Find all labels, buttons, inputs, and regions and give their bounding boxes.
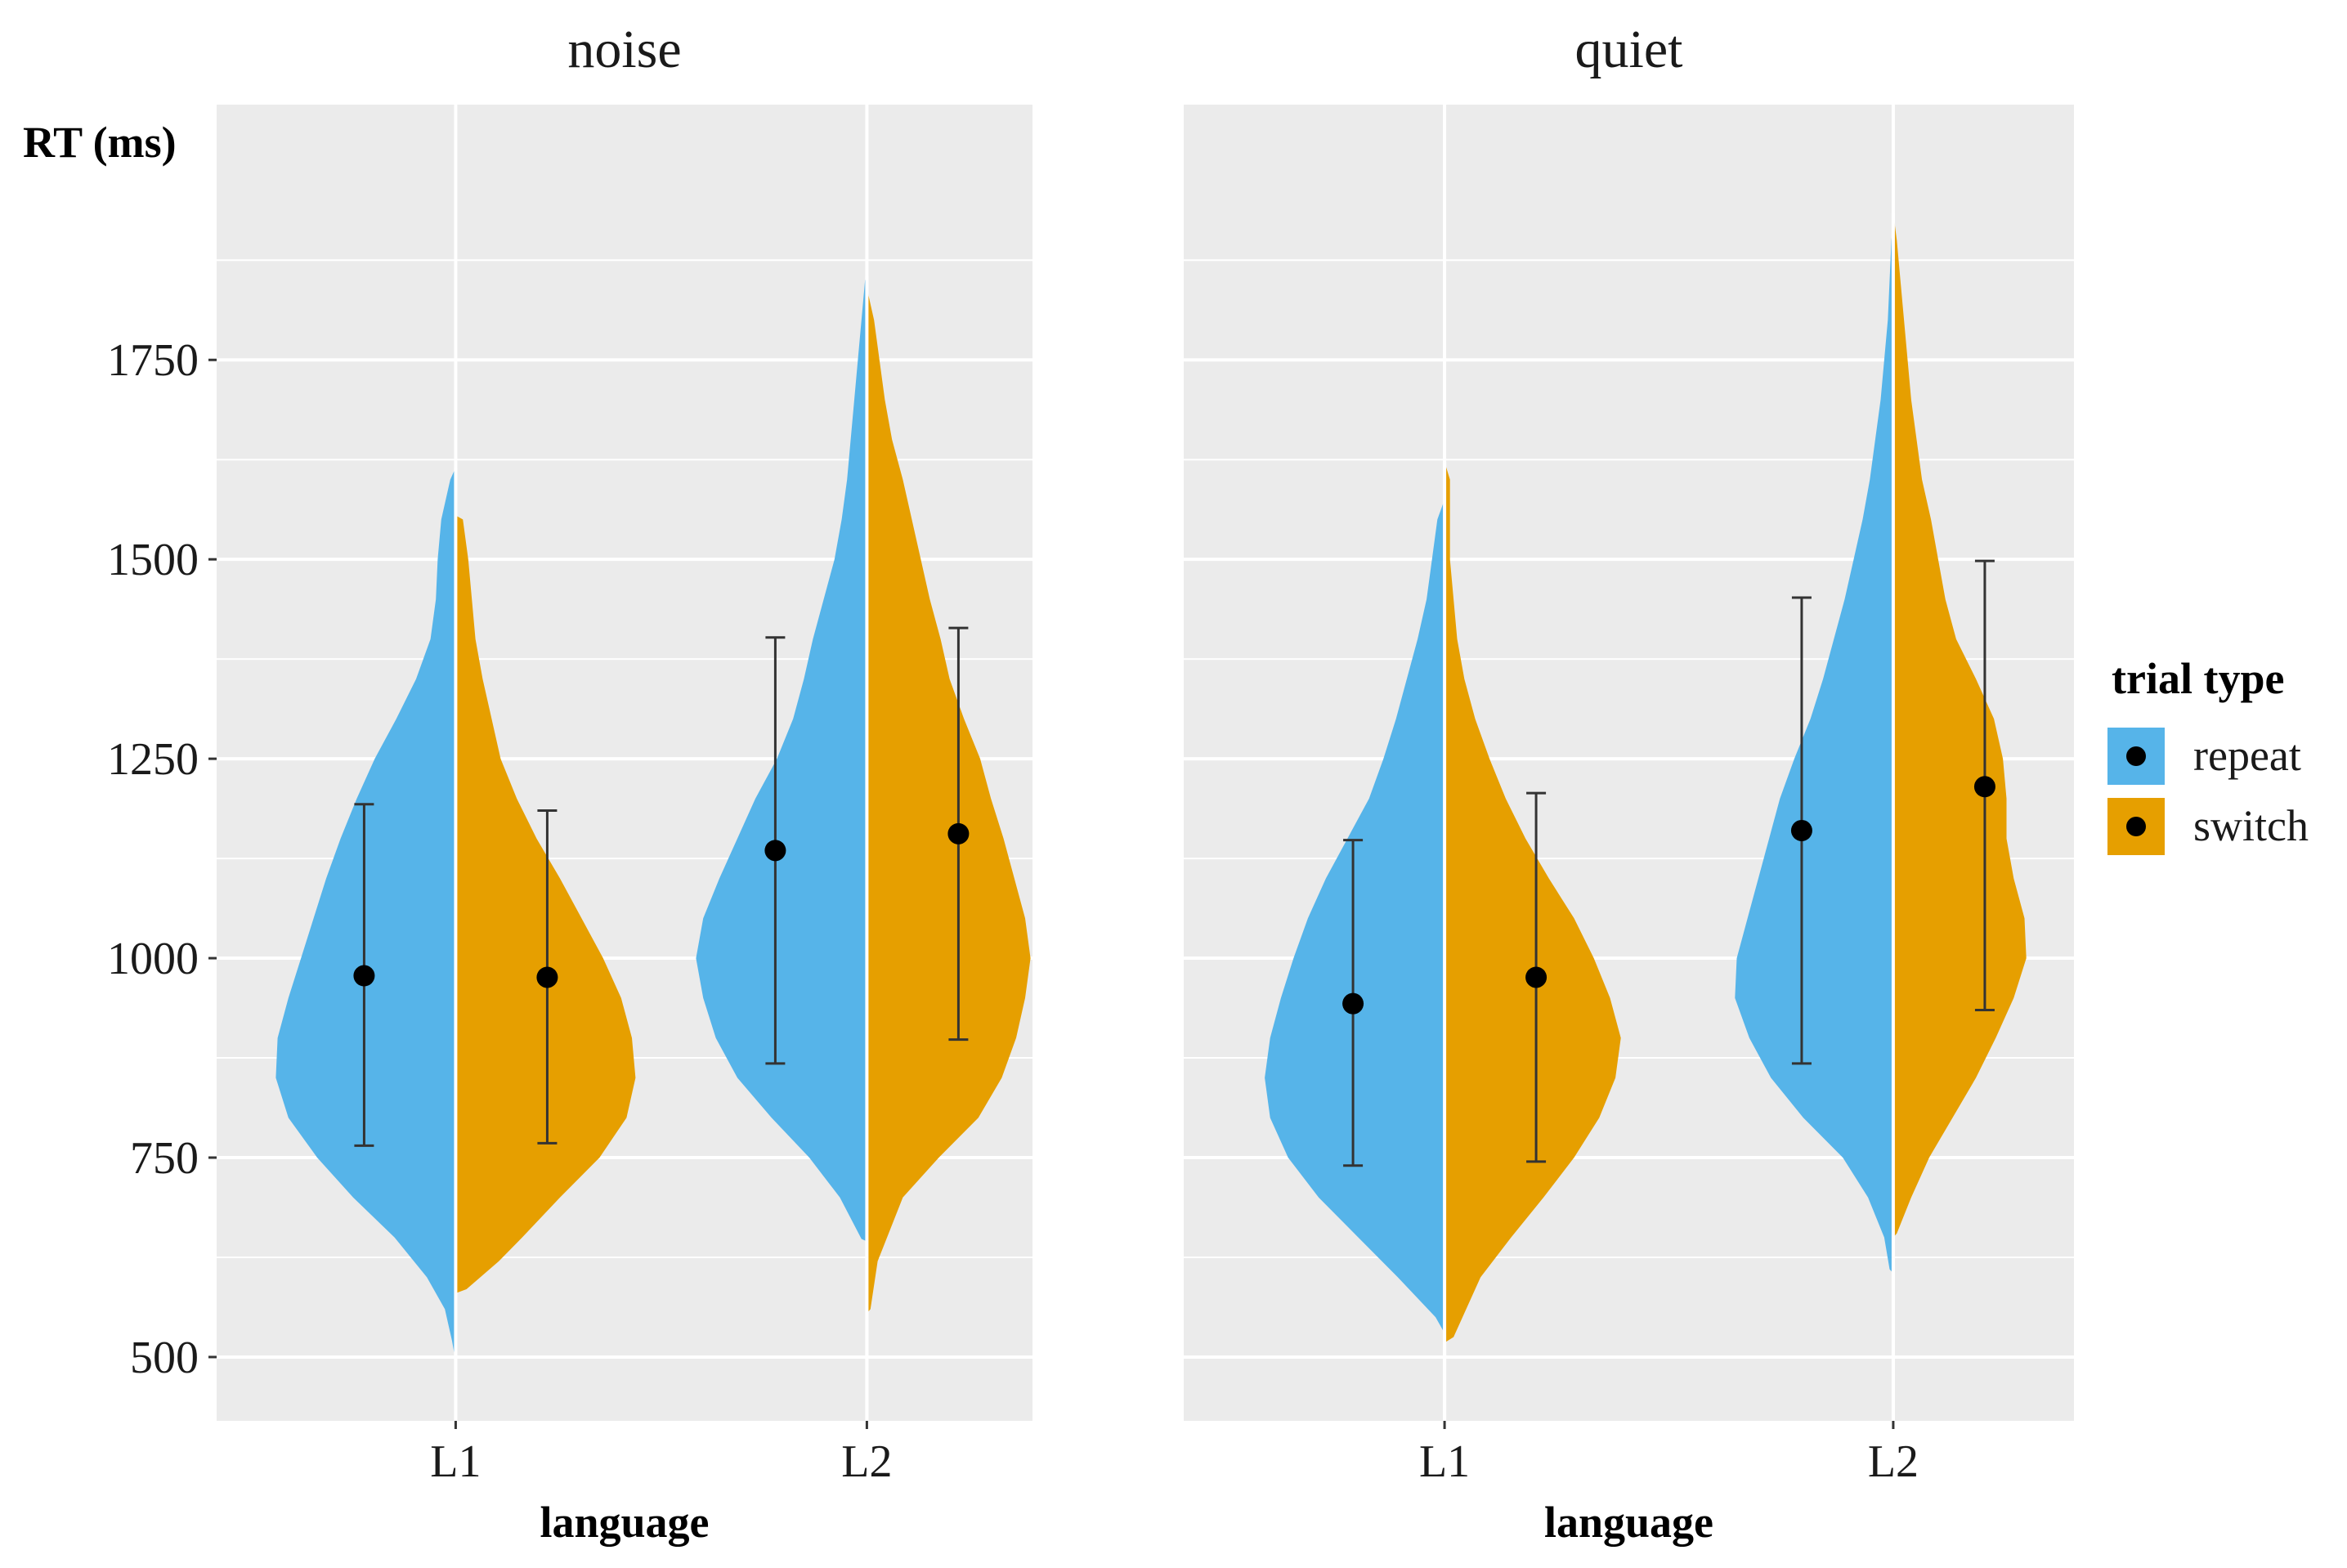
legend: trial type repeat switch [2107, 654, 2309, 855]
legend-title: trial type [2112, 654, 2284, 703]
legend-label-repeat: repeat [2193, 731, 2301, 780]
legend-point-icon [2126, 817, 2146, 836]
legend-point-icon [2126, 746, 2146, 766]
facet-title: quiet [1575, 20, 1683, 79]
x-axis-title: language [1544, 1498, 1713, 1547]
y-tick-label: 1500 [107, 535, 199, 585]
y-tick-label: 1750 [107, 335, 199, 386]
facet-title: noise [567, 20, 681, 79]
mean-point-repeat-L2 [1790, 819, 1812, 841]
mean-point-switch-L2 [947, 822, 970, 844]
violin-repeat-L2 [1735, 220, 1893, 1274]
x-tick-label: L1 [430, 1436, 481, 1487]
facet-quiet: quiet L1 L2 language [1184, 20, 2074, 1547]
violin-repeat-L2 [696, 276, 867, 1242]
y-tick-label: 1250 [107, 734, 199, 785]
mean-point-switch-L1 [536, 966, 558, 988]
legend-label-switch: switch [2193, 801, 2309, 850]
violin-repeat-L1 [1265, 500, 1445, 1333]
violin-switch-L2 [1892, 212, 2027, 1238]
mean-point-switch-L1 [1525, 966, 1547, 988]
x-tick-label: L2 [841, 1436, 892, 1487]
x-tick-label: L2 [1868, 1436, 1919, 1487]
x-axis-title: language [540, 1498, 709, 1547]
y-tick-label: 500 [130, 1333, 199, 1383]
mean-point-repeat-L2 [764, 840, 786, 862]
violin-switch-L1 [455, 515, 636, 1293]
violin-switch-L1 [1444, 462, 1621, 1343]
mean-point-repeat-L1 [353, 965, 375, 987]
x-tick-label: L1 [1419, 1436, 1470, 1487]
y-tick-label: 750 [130, 1133, 199, 1184]
facet-noise: noise L1 L2 language [217, 20, 1032, 1547]
mean-point-switch-L2 [1973, 776, 1995, 798]
y-axis-title: RT (ms) [23, 118, 177, 167]
violin-switch-L2 [867, 288, 1031, 1314]
y-tick-label: 1000 [107, 934, 199, 984]
violin-repeat-L1 [275, 468, 456, 1361]
mean-point-repeat-L1 [1342, 992, 1364, 1015]
y-axis: 500 750 1000 1250 1500 1750 RT (ms) [23, 118, 217, 1383]
